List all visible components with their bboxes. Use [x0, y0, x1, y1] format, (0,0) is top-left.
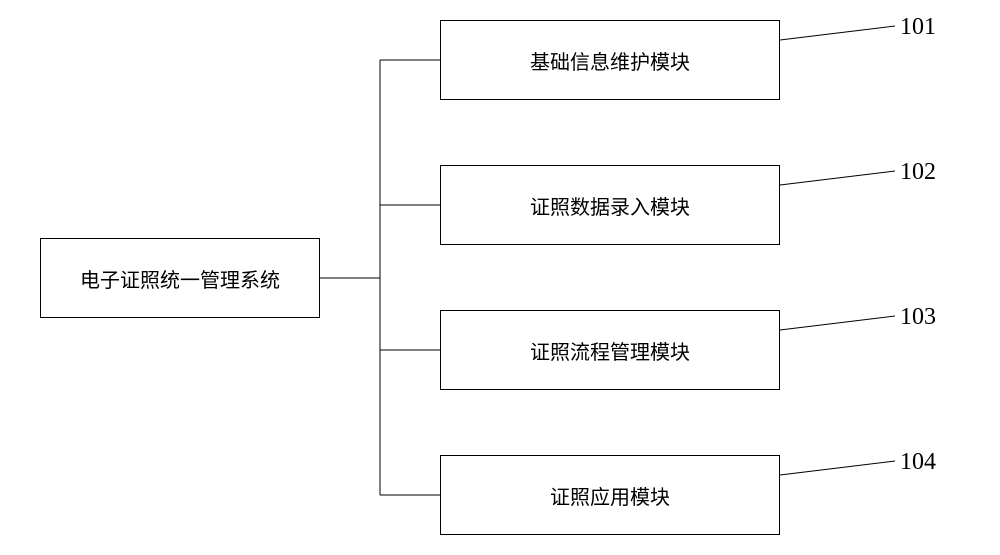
child-node-2: 证照数据录入模块 [440, 165, 780, 245]
root-node: 电子证照统一管理系统 [40, 238, 320, 318]
child-label-1: 101 [900, 14, 936, 41]
root-node-text: 电子证照统一管理系统 [80, 264, 280, 293]
child-node-1: 基础信息维护模块 [440, 20, 780, 100]
child-label-4-text: 104 [900, 449, 936, 475]
child-node-3: 证照流程管理模块 [440, 310, 780, 390]
child-label-3-text: 103 [900, 304, 936, 330]
diagram-canvas: 电子证照统一管理系统 基础信息维护模块 证照数据录入模块 证照流程管理模块 证照… [0, 0, 1000, 555]
child-label-3: 103 [900, 304, 936, 331]
child-node-4-text: 证照应用模块 [550, 481, 670, 510]
child-label-2: 102 [900, 159, 936, 186]
child-label-4: 104 [900, 449, 936, 476]
child-node-3-text: 证照流程管理模块 [530, 336, 690, 365]
child-node-1-text: 基础信息维护模块 [530, 46, 690, 75]
child-node-4: 证照应用模块 [440, 455, 780, 535]
child-label-2-text: 102 [900, 159, 936, 185]
child-node-2-text: 证照数据录入模块 [530, 191, 690, 220]
child-label-1-text: 101 [900, 14, 936, 40]
